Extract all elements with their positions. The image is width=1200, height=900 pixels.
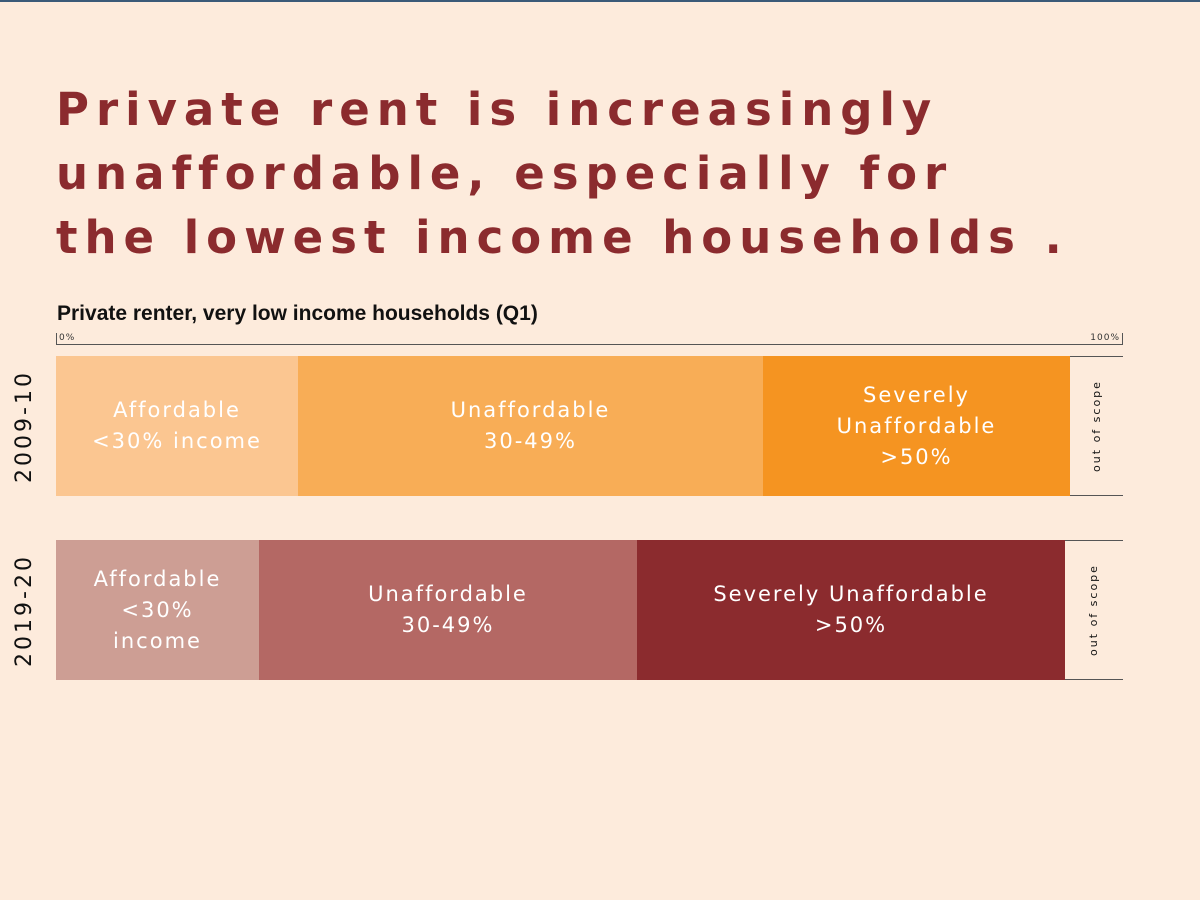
- bar-row-2009-10: Affordable <30% income Unaffordable 30-49…: [56, 356, 1123, 496]
- bar-segment-unaffordable: Unaffordable 30-49%: [298, 356, 763, 496]
- bar-segment-out-of-scope: out of scope: [1070, 356, 1123, 496]
- scale-tick-start: [56, 333, 57, 345]
- segment-label-out-of-scope: out of scope: [1089, 380, 1103, 472]
- segment-label-severely-unaffordable: Severely Unaffordable >50%: [836, 382, 997, 469]
- row-label-text: 2009-10: [11, 369, 37, 483]
- segment-label-unaffordable: Unaffordable 30-49%: [450, 398, 611, 453]
- scale-label-max: 100%: [1090, 333, 1120, 343]
- segment-label-severely-unaffordable: Severely Unaffordable >50%: [713, 582, 989, 637]
- row-label-2009-10: 2009-10: [0, 356, 48, 496]
- bar-segment-severely-unaffordable: Severely Unaffordable >50%: [637, 540, 1065, 680]
- bar-segment-affordable: Affordable <30% income: [56, 356, 298, 496]
- top-rule: [0, 0, 1200, 2]
- scale-line: [56, 344, 1123, 345]
- segment-label-out-of-scope: out of scope: [1087, 564, 1100, 656]
- chart-subtitle: Private renter, very low income househol…: [57, 302, 538, 325]
- segment-label-affordable: Affordable <30% income: [93, 566, 222, 653]
- row-label-text: 2019-20: [11, 553, 37, 667]
- title-line-1: Private rent is increasingly: [56, 83, 939, 136]
- segment-label-unaffordable: Unaffordable 30-49%: [368, 582, 528, 637]
- scale-label-min: 0%: [59, 333, 76, 343]
- bar-segment-unaffordable: Unaffordable 30-49%: [259, 540, 637, 680]
- row-label-2019-20: 2019-20: [0, 540, 48, 680]
- chart-title: Private rent is increasingly unaffordabl…: [56, 78, 1156, 270]
- bar-segment-severely-unaffordable: Severely Unaffordable >50%: [763, 356, 1070, 496]
- title-line-3: the lowest income households .: [56, 211, 1069, 264]
- bar-segment-affordable: Affordable <30% income: [56, 540, 259, 680]
- bar-row-2019-20: Affordable <30% income Unaffordable 30-49…: [56, 540, 1123, 680]
- title-line-2: unaffordable, especially for: [56, 147, 954, 200]
- segment-label-affordable: Affordable <30% income: [92, 398, 262, 453]
- percent-scale: 0% 100%: [56, 333, 1123, 345]
- scale-tick-end: [1122, 333, 1123, 345]
- bar-segment-out-of-scope: out of scope: [1065, 540, 1123, 680]
